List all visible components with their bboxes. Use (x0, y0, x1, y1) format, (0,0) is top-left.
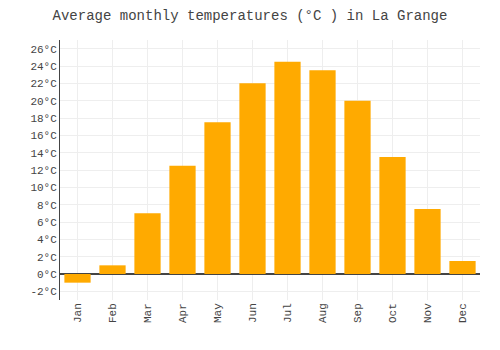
svg-text:18°C: 18°C (30, 113, 57, 125)
svg-text:Mar: Mar (142, 303, 154, 323)
svg-text:May: May (212, 303, 224, 323)
svg-text:Jan: Jan (72, 303, 84, 323)
svg-text:12°C: 12°C (30, 165, 57, 177)
svg-text:Apr: Apr (177, 303, 189, 323)
svg-text:26°C: 26°C (30, 44, 57, 56)
svg-text:10°C: 10°C (30, 182, 57, 194)
svg-text:Feb: Feb (107, 303, 119, 323)
svg-text:4°C: 4°C (37, 234, 57, 246)
svg-text:16°C: 16°C (30, 130, 57, 142)
svg-text:Jun: Jun (247, 303, 259, 323)
svg-text:-2°C: -2°C (30, 286, 57, 298)
svg-text:Sep: Sep (352, 303, 364, 323)
svg-text:0°C: 0°C (37, 269, 57, 281)
svg-text:6°C: 6°C (37, 217, 57, 229)
svg-text:8°C: 8°C (37, 200, 57, 212)
svg-text:Aug: Aug (317, 303, 329, 323)
svg-text:Average monthly temperatures (: Average monthly temperatures (°C ) in La… (53, 8, 448, 24)
svg-text:Nov: Nov (422, 303, 434, 323)
svg-text:Oct: Oct (387, 303, 399, 323)
svg-text:Dec: Dec (457, 303, 469, 323)
svg-text:2°C: 2°C (37, 252, 57, 264)
svg-text:20°C: 20°C (30, 96, 57, 108)
svg-text:24°C: 24°C (30, 61, 57, 73)
svg-text:14°C: 14°C (30, 148, 57, 160)
svg-text:22°C: 22°C (30, 78, 57, 90)
svg-text:Jul: Jul (282, 303, 294, 323)
